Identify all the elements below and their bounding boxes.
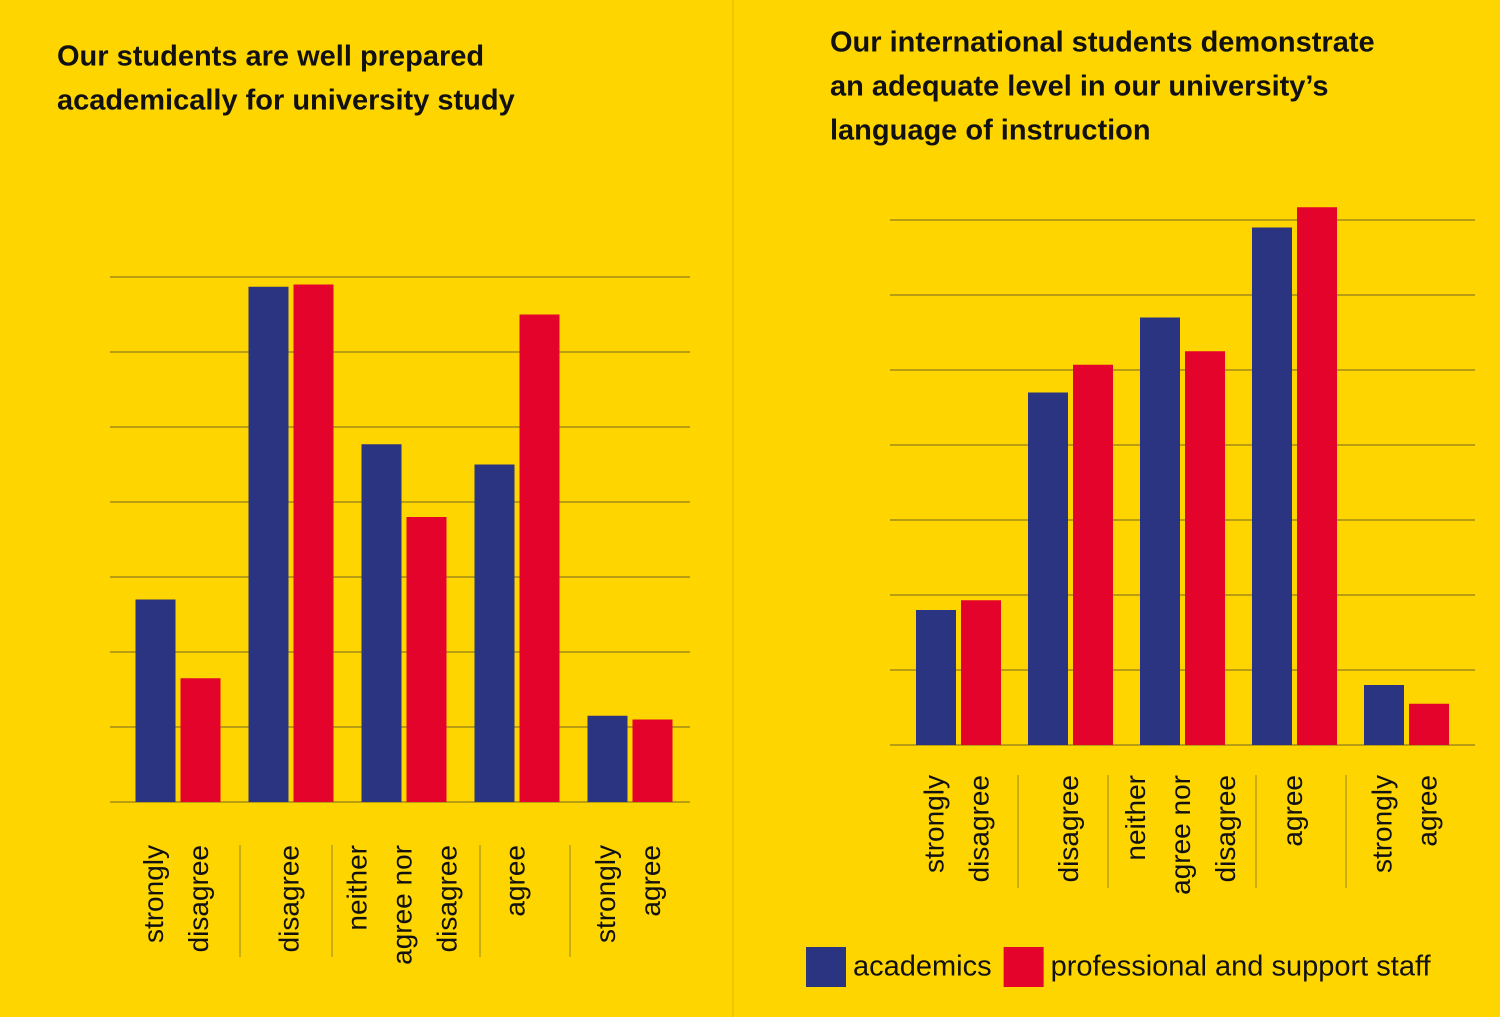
legend-swatch	[806, 947, 846, 987]
chart-title: Our international students demonstrate	[830, 27, 1375, 59]
bar	[180, 678, 221, 802]
x-tick-label: disagree	[183, 845, 214, 952]
bar	[1185, 351, 1225, 745]
bar	[361, 444, 402, 802]
bar	[135, 599, 176, 802]
bar	[248, 286, 289, 802]
x-tick-label: agree nor	[386, 845, 417, 965]
x-tick-label: strongly	[138, 845, 169, 943]
bar	[961, 600, 1001, 745]
x-tick-label: disagree	[963, 775, 994, 882]
bar	[1028, 392, 1068, 745]
bar	[1073, 364, 1113, 745]
legend-swatch	[1003, 947, 1044, 987]
x-tick-label: neither	[341, 845, 372, 931]
bar	[587, 715, 628, 802]
x-tick-label: strongly	[1366, 775, 1397, 873]
x-tick-label: disagree	[1210, 775, 1241, 882]
x-tick-label: strongly	[918, 775, 949, 873]
x-tick-label: disagree	[1053, 775, 1084, 882]
bar	[1252, 227, 1292, 745]
x-tick-label: agree	[635, 845, 666, 917]
bar	[1409, 703, 1449, 745]
x-tick-label: agree	[1277, 775, 1308, 847]
bar	[406, 517, 447, 802]
bar	[1364, 685, 1404, 745]
chart-title: language of instruction	[830, 115, 1151, 147]
bar	[632, 719, 673, 802]
bar	[1140, 317, 1180, 745]
bar	[474, 464, 515, 802]
bar	[916, 610, 956, 745]
chart-title: Our students are well prepared	[57, 41, 484, 73]
x-tick-label: strongly	[590, 845, 621, 943]
x-tick-label: agree nor	[1165, 775, 1196, 895]
legend-label: professional and support staff	[1051, 951, 1432, 983]
bar	[293, 284, 334, 802]
x-tick-label: agree	[499, 845, 530, 917]
chart-title: an adequate level in our university’s	[830, 71, 1329, 103]
x-tick-label: agree	[1411, 775, 1442, 847]
bar	[519, 314, 560, 802]
chart-title: academically for university study	[57, 85, 515, 117]
x-tick-label: disagree	[273, 845, 304, 952]
legend-label: academics	[853, 951, 992, 983]
x-tick-label: neither	[1120, 775, 1151, 861]
bar	[1297, 207, 1337, 745]
x-tick-label: disagree	[431, 845, 462, 952]
